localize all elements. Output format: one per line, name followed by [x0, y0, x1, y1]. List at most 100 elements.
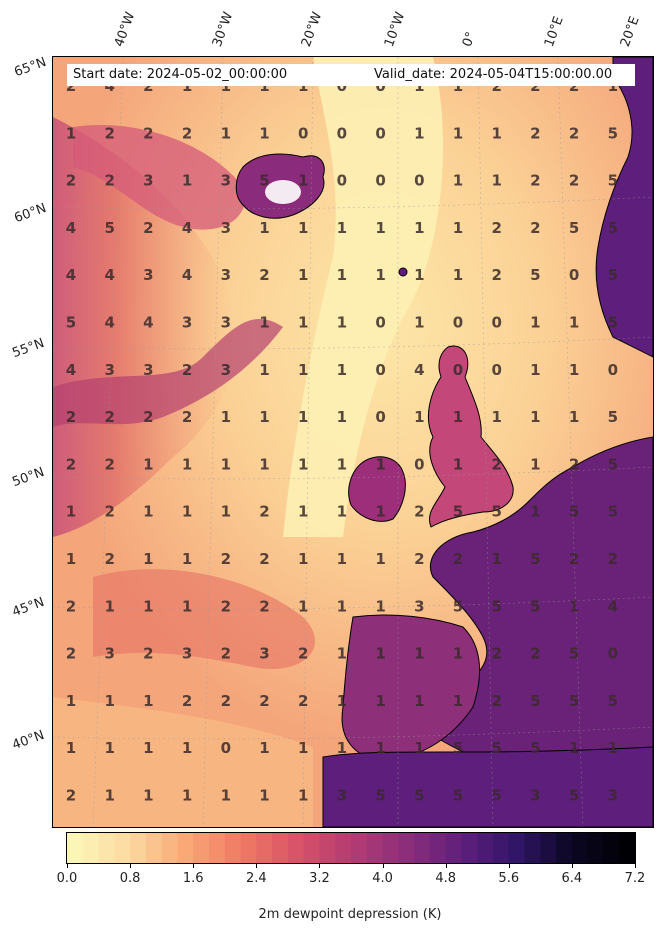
grid-value: 2 — [221, 597, 231, 615]
grid-value: 3 — [182, 314, 192, 332]
grid-value: 1 — [143, 503, 153, 521]
grid-value: 1 — [375, 645, 385, 663]
grid-value: 2 — [530, 219, 540, 237]
grid-value: 1 — [530, 314, 540, 332]
mid-ocean-band — [53, 318, 283, 427]
grid-value: 1 — [182, 787, 192, 805]
colorbar-segment — [382, 833, 399, 863]
colorbar-segment — [587, 833, 604, 863]
grid-value: 2 — [66, 787, 76, 805]
lon-label-0: 0° — [459, 29, 480, 49]
grid-value: 1 — [66, 550, 76, 568]
grid-value: 1 — [259, 455, 269, 473]
grid-value: 2 — [259, 692, 269, 710]
grid-value: 1 — [104, 787, 114, 805]
grid-value: 1 — [298, 77, 308, 95]
grid-value: 5 — [608, 314, 618, 332]
colorbar-tick-mark — [635, 863, 636, 868]
great-britain — [427, 345, 514, 528]
grid-value: 1 — [259, 739, 269, 757]
grid-value: 5 — [375, 787, 385, 805]
map-field: 2 4 2 1 1 1 1 0 0 1 1 2 2 2 1 1 2 2 2 1 1 0 0 0 1 1 1 2 2 5 2 2 3 1 3 5 1 0 0 0… — [53, 57, 653, 827]
grid-value: 1 — [298, 219, 308, 237]
grid-value: 1 — [182, 455, 192, 473]
grid-value: 1 — [66, 124, 76, 142]
grid-value: 2 — [259, 503, 269, 521]
colorbar-tick-label: 2.4 — [245, 871, 267, 886]
grid-value: 2 — [143, 645, 153, 663]
grid-value: 1 — [375, 692, 385, 710]
grid-value: 0 — [414, 455, 424, 473]
grid-value: 3 — [104, 645, 114, 663]
grid-value: 0 — [414, 172, 424, 190]
grid-value: 2 — [491, 77, 501, 95]
grid-value: 1 — [298, 455, 308, 473]
grid-value: 1 — [453, 219, 463, 237]
grid-value: 0 — [375, 361, 385, 379]
grid-value: 2 — [298, 645, 308, 663]
grid-value: 1 — [453, 692, 463, 710]
colorbar-tick-label: 7.2 — [624, 871, 646, 886]
grid-value: 2 — [491, 266, 501, 284]
grid-value: 1 — [182, 172, 192, 190]
colorbar-label: 2m dewpoint depression (K) — [258, 907, 442, 922]
colorbar-tick-mark — [256, 863, 258, 868]
colorbar-tick-label: 1.6 — [182, 871, 204, 886]
grid-value: 0 — [375, 77, 385, 95]
grid-value: 1 — [414, 739, 424, 757]
grid-value: 5 — [530, 739, 540, 757]
faroe-islands — [398, 267, 408, 277]
grid-value: 1 — [221, 124, 231, 142]
colorbar-segment — [224, 833, 242, 863]
grid-value: 1 — [143, 692, 153, 710]
grid-value: 2 — [569, 77, 579, 95]
colorbar-tick-mark — [445, 863, 447, 868]
grid-value: 0 — [453, 361, 463, 379]
grid-value: 1 — [414, 77, 424, 95]
grid-value: 2 — [530, 172, 540, 190]
grid-value: 2 — [259, 266, 269, 284]
grid-value: 2 — [491, 692, 501, 710]
grid-value: 4 — [104, 266, 114, 284]
valid-date-text: Valid_date: 2024-05-04T15:00:00.00 — [374, 67, 613, 82]
grid-value: 5 — [530, 597, 540, 615]
grid-value: 0 — [298, 124, 308, 142]
grid-value: 1 — [259, 124, 269, 142]
grid-value: 2 — [66, 455, 76, 473]
grid-value: 5 — [491, 503, 501, 521]
grid-value: 2 — [66, 172, 76, 190]
grid-value: 5 — [608, 455, 618, 473]
grid-value: 5 — [569, 787, 579, 805]
grid-value: 5 — [569, 219, 579, 237]
grid-values: 2 4 2 1 1 1 1 0 0 1 1 2 2 2 1 1 2 2 2 1 1 0 0 0 1 1 1 2 2 5 2 2 3 1 3 5 1 0 0 0… — [66, 77, 618, 805]
grid-value: 1 — [182, 503, 192, 521]
grid-value: 2 — [143, 219, 153, 237]
colorbar-segment — [414, 833, 431, 863]
grid-value: 4 — [104, 77, 114, 95]
grid-value: 5 — [569, 645, 579, 663]
grid-value: 5 — [608, 692, 618, 710]
grid-value: 5 — [66, 314, 76, 332]
lon-label-10e: 10°E — [541, 14, 567, 50]
grid-value: 1 — [337, 503, 347, 521]
lon-label-20e: 20°E — [617, 14, 643, 50]
grid-value: 1 — [375, 455, 385, 473]
grid-value: 3 — [221, 172, 231, 190]
grid-value: 1 — [375, 219, 385, 237]
colorbar-segment — [493, 833, 510, 863]
grid-value: 2 — [104, 550, 114, 568]
lat-label-55n: 55°N — [10, 335, 47, 362]
south-band — [53, 697, 313, 827]
grid-value: 0 — [375, 408, 385, 426]
grid-value: 3 — [221, 266, 231, 284]
grid-value: 1 — [221, 455, 231, 473]
date-header-box — [67, 64, 635, 86]
grid-value: 1 — [104, 597, 114, 615]
grid-value: 5 — [608, 266, 618, 284]
colorbar-segment — [366, 833, 384, 863]
grid-value: 4 — [66, 219, 76, 237]
grid-value: 1 — [143, 787, 153, 805]
grid-value: 3 — [608, 787, 618, 805]
north-dry-swirl — [73, 125, 245, 230]
lon-label-40w: 40°W — [111, 10, 139, 49]
